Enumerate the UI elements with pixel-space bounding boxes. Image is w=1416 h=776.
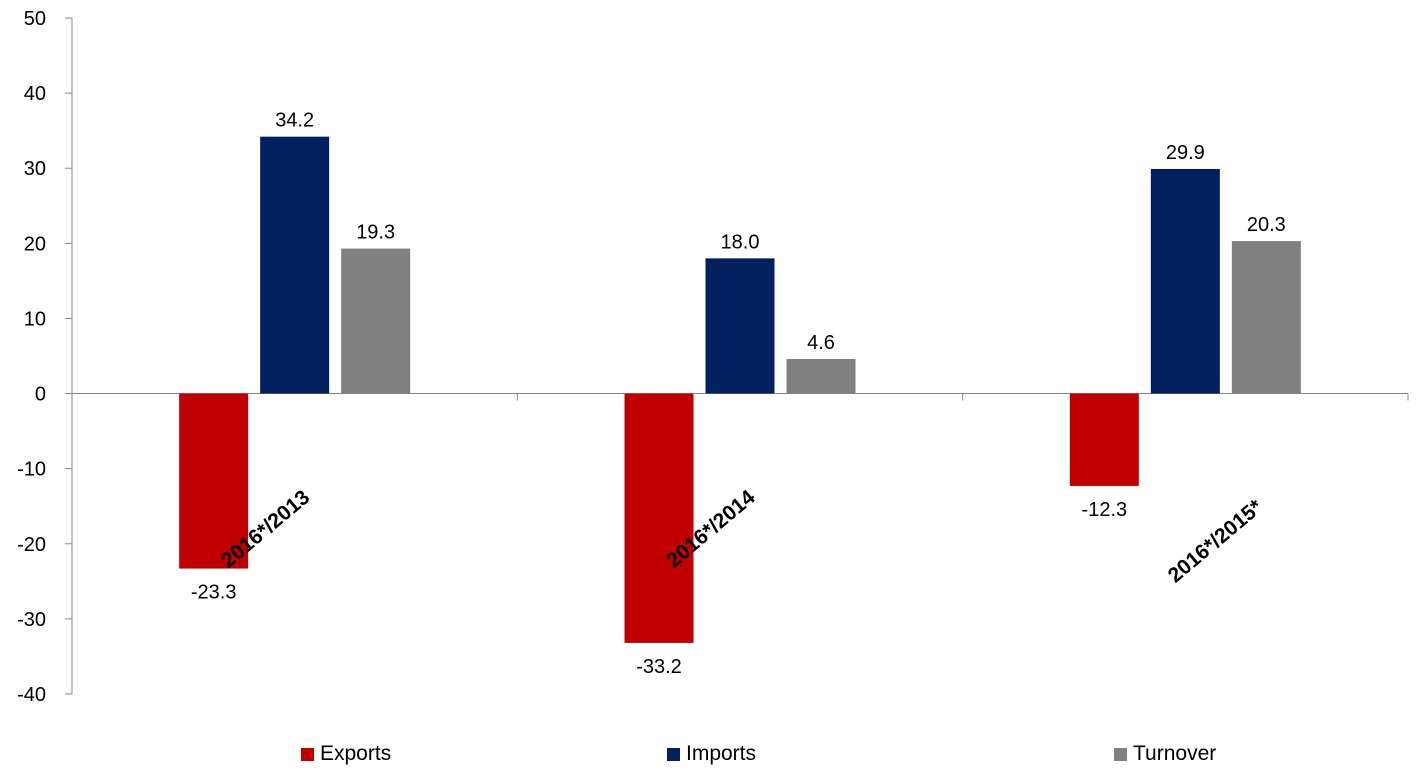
bar-turnover-2 [786,359,856,394]
legend-item-imports: Imports [667,742,756,766]
bar-turnover-3 [1231,241,1301,394]
data-label: 18.0 [721,231,760,253]
bar-turnover-1 [341,248,411,394]
legend-swatch [667,747,680,761]
data-label: -23.3 [191,582,237,604]
y-tick-label: 10 [24,308,46,330]
data-label: 4.6 [807,332,835,354]
bar-imports-2 [705,258,775,394]
y-tick-label: 20 [24,233,46,255]
legend-item-exports: Exports [301,742,391,766]
legend-item-turnover: Turnover [1114,742,1216,766]
y-tick-label: 40 [24,83,46,105]
bar-chart: 50 40 30 20 10 0 -10 -20 -30 -40 -23.3 34.2 19.3 201… [17,8,1409,706]
category-label: 2016*/2015* [1164,495,1268,587]
data-label: -33.2 [636,656,682,678]
y-tick-label: -20 [17,534,46,556]
data-label: 29.9 [1166,142,1205,164]
bar-exports-3 [1069,393,1139,486]
bar-exports-1 [179,393,249,569]
data-label: 34.2 [275,110,314,132]
legend-label: Turnover [1133,742,1217,765]
legend-swatch [1114,747,1127,761]
bar-imports-1 [260,136,330,394]
legend-swatch [301,747,314,761]
bar-exports-2 [624,393,694,643]
data-label: 20.3 [1247,214,1286,236]
y-tick-label: 0 [35,384,46,406]
legend-label: Imports [686,742,757,765]
y-tick-label: 50 [24,8,46,30]
bar-imports-3 [1150,168,1220,394]
legend-label: Exports [320,742,392,765]
y-tick-label: -30 [17,609,46,631]
y-tick-label: 30 [24,158,46,180]
y-tick-label: -40 [17,684,46,706]
chart-bars [179,136,1301,643]
chart-legend: Exports Imports Turnover [0,742,1416,776]
data-label: 19.3 [356,222,395,244]
data-label: -12.3 [1082,499,1128,521]
y-tick-label: -10 [17,459,46,481]
